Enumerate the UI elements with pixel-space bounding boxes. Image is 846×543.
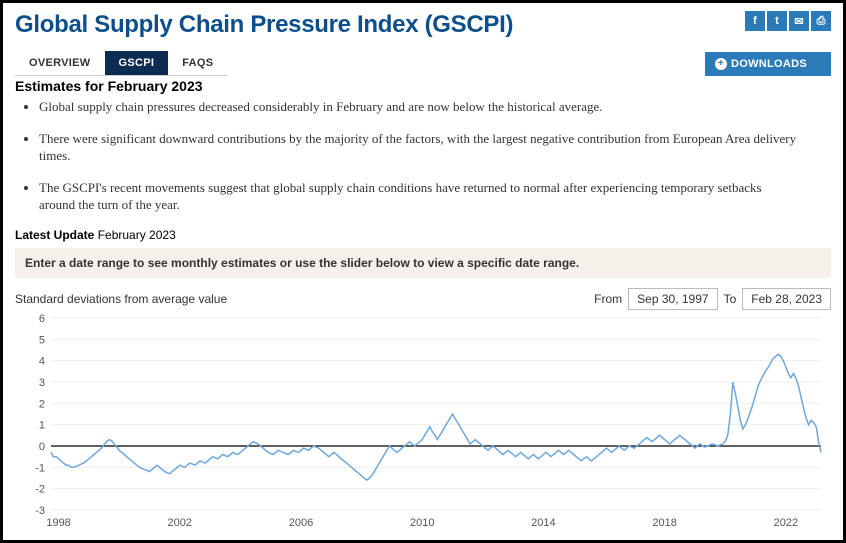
- date-range: From Sep 30, 1997 To Feb 28, 2023: [594, 288, 831, 310]
- svg-text:2: 2: [39, 398, 45, 410]
- page-title: Global Supply Chain Pressure Index (GSCP…: [15, 11, 513, 39]
- tab-overview[interactable]: OVERVIEW: [15, 51, 105, 75]
- tab-faqs[interactable]: FAQS: [168, 51, 227, 75]
- content: Estimates for February 2023 Global suppl…: [3, 78, 843, 532]
- facebook-icon[interactable]: f: [745, 11, 765, 31]
- svg-text:-2: -2: [35, 483, 45, 495]
- chart-header: Standard deviations from average value F…: [15, 288, 831, 310]
- bullet-list: Global supply chain pressures decreased …: [15, 98, 831, 214]
- latest-update: Latest Update February 2023: [15, 228, 831, 242]
- estimates-heading: Estimates for February 2023: [15, 78, 831, 94]
- svg-text:5: 5: [39, 334, 45, 346]
- bullet-item: There were significant downward contribu…: [39, 130, 799, 165]
- svg-text:2002: 2002: [168, 517, 192, 529]
- chart-container: -3 -2 -1 0 1 2 3 4 5 6 1998 2002 2006 2010 2014 2018 202…: [15, 312, 831, 532]
- svg-text:6: 6: [39, 313, 45, 325]
- svg-text:4: 4: [39, 355, 45, 367]
- print-icon[interactable]: ⎙: [811, 11, 831, 31]
- chart-subtitle: Standard deviations from average value: [15, 292, 227, 306]
- bullet-item: Global supply chain pressures decreased …: [39, 98, 799, 116]
- svg-text:-1: -1: [35, 462, 45, 474]
- svg-text:1: 1: [39, 419, 45, 431]
- tabs: OVERVIEW GSCPI FAQS: [15, 51, 227, 76]
- header-row: Global Supply Chain Pressure Index (GSCP…: [3, 3, 843, 39]
- svg-text:1998: 1998: [46, 517, 70, 529]
- svg-text:2006: 2006: [289, 517, 313, 529]
- tab-gscpi[interactable]: GSCPI: [105, 51, 169, 75]
- svg-text:-3: -3: [35, 505, 45, 517]
- latest-update-label: Latest Update: [15, 228, 94, 242]
- svg-text:0: 0: [39, 441, 45, 453]
- svg-text:2018: 2018: [652, 517, 676, 529]
- downloads-button[interactable]: DOWNLOADS: [705, 52, 831, 76]
- app-frame: Global Supply Chain Pressure Index (GSCP…: [0, 0, 846, 543]
- tabs-row: OVERVIEW GSCPI FAQS DOWNLOADS: [3, 39, 843, 76]
- bullet-item: The GSCPI's recent movements suggest tha…: [39, 179, 799, 214]
- to-label: To: [724, 292, 737, 306]
- line-chart[interactable]: -3 -2 -1 0 1 2 3 4 5 6 1998 2002 2006 2010 2014 2018 202…: [15, 312, 831, 532]
- svg-text:2022: 2022: [774, 517, 798, 529]
- to-date-input[interactable]: Feb 28, 2023: [742, 288, 831, 310]
- from-date-input[interactable]: Sep 30, 1997: [628, 288, 717, 310]
- from-label: From: [594, 292, 622, 306]
- latest-update-value: February 2023: [98, 228, 176, 242]
- hint-bar: Enter a date range to see monthly estima…: [15, 248, 831, 278]
- twitter-icon[interactable]: t: [767, 11, 787, 31]
- downloads-label: DOWNLOADS: [731, 58, 807, 70]
- svg-text:2010: 2010: [410, 517, 434, 529]
- svg-text:3: 3: [39, 377, 45, 389]
- email-icon[interactable]: ✉: [789, 11, 809, 31]
- svg-text:2014: 2014: [531, 517, 555, 529]
- social-icons: f t ✉ ⎙: [745, 11, 831, 31]
